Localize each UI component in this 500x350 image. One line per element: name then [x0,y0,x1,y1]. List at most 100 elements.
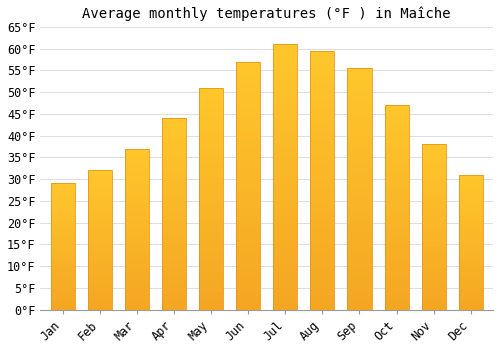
Bar [199,166,223,168]
Bar [384,142,408,144]
Bar [88,218,112,219]
Bar [348,133,372,136]
Bar [273,193,297,196]
Bar [236,295,260,297]
Bar [348,305,372,307]
Bar [162,277,186,279]
Bar [384,289,408,291]
Bar [50,252,74,253]
Bar [384,267,408,269]
Bar [124,160,149,162]
Bar [310,116,334,118]
Bar [199,267,223,270]
Bar [88,233,112,235]
Bar [50,208,74,209]
Bar [162,139,186,141]
Bar [384,105,408,310]
Bar [50,234,74,235]
Bar [50,256,74,257]
Bar [384,199,408,201]
Bar [348,146,372,148]
Bar [236,151,260,153]
Bar [310,260,334,263]
Bar [310,304,334,307]
Bar [310,69,334,71]
Bar [422,144,446,146]
Bar [199,163,223,166]
Bar [124,200,149,202]
Bar [162,270,186,271]
Bar [458,253,483,254]
Bar [348,182,372,184]
Bar [310,297,334,299]
Bar [458,228,483,229]
Bar [124,173,149,174]
Bar [50,293,74,295]
Bar [384,121,408,124]
Bar [273,121,297,124]
Bar [162,135,186,137]
Bar [348,220,372,223]
Bar [199,134,223,136]
Bar [273,97,297,100]
Bar [458,277,483,279]
Bar [88,301,112,303]
Bar [348,300,372,302]
Bar [124,223,149,224]
Bar [422,220,446,222]
Bar [273,206,297,209]
Bar [162,298,186,300]
Bar [384,197,408,199]
Bar [458,280,483,281]
Bar [124,150,149,152]
Bar [273,55,297,57]
Bar [199,125,223,128]
Bar [236,262,260,265]
Bar [384,291,408,293]
Bar [162,122,186,124]
Bar [384,248,408,250]
Bar [236,250,260,253]
Bar [236,124,260,126]
Bar [199,225,223,228]
Bar [384,295,408,298]
Bar [273,174,297,177]
Bar [348,240,372,242]
Bar [422,199,446,201]
Bar [88,293,112,294]
Bar [273,63,297,65]
Bar [236,265,260,267]
Bar [162,128,186,130]
Bar [162,250,186,252]
Bar [236,66,260,69]
Bar [124,305,149,307]
Bar [236,134,260,136]
Bar [199,272,223,274]
Bar [162,220,186,222]
Bar [199,210,223,212]
Bar [273,235,297,238]
Bar [199,276,223,279]
Bar [310,152,334,154]
Bar [310,279,334,281]
Bar [162,176,186,177]
Bar [88,260,112,261]
Bar [458,203,483,204]
Bar [310,90,334,92]
Bar [384,238,408,240]
Bar [384,116,408,117]
Bar [50,254,74,256]
Bar [236,218,260,220]
Bar [124,198,149,200]
Bar [236,181,260,183]
Bar [422,169,446,171]
Bar [199,265,223,267]
Bar [50,248,74,249]
Bar [310,230,334,232]
Bar [236,111,260,114]
Bar [50,210,74,211]
Bar [458,294,483,295]
Bar [236,74,260,77]
Bar [422,283,446,285]
Bar [236,280,260,282]
